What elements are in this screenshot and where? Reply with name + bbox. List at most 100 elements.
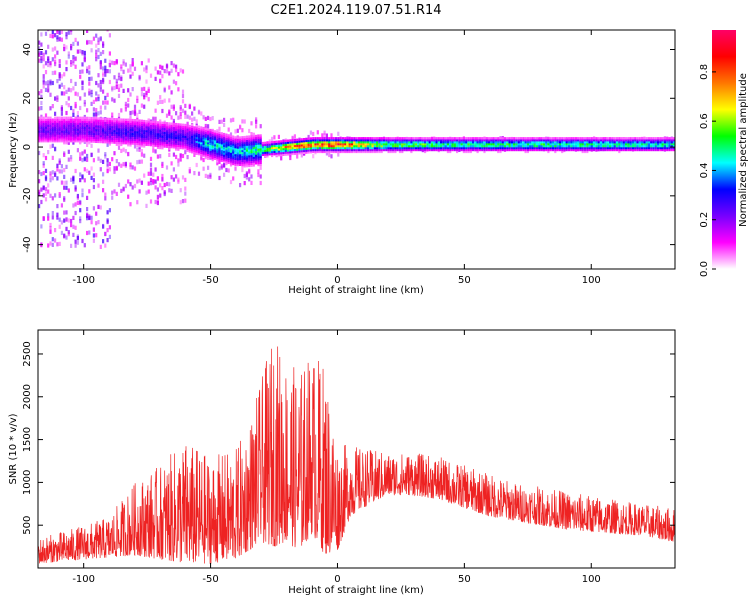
spectrogram-cell <box>620 148 623 152</box>
spectrogram-cell <box>99 138 102 142</box>
spectrogram-cell <box>145 129 148 133</box>
spectrogram-cell <box>506 137 509 140</box>
spectrogram-cell <box>154 179 157 184</box>
spectrogram-cell <box>545 139 548 142</box>
spectrogram-cell <box>54 11 56 15</box>
spectrogram-cell <box>204 173 207 178</box>
spectrogram-cell <box>330 141 333 144</box>
spectrogram-cell <box>259 163 262 166</box>
spectrogram-cell <box>606 142 609 146</box>
spectrogram-cell <box>542 141 545 144</box>
spectrogram-cell <box>357 141 360 144</box>
spectrogram-cell <box>170 128 173 131</box>
colorbar: 0.00.20.40.60.8 Normalized spectral ampl… <box>699 30 749 277</box>
spectrogram-cell <box>380 148 383 152</box>
spectrogram-cell <box>102 159 105 164</box>
spectrogram-cell <box>67 103 70 108</box>
spectrogram-cell <box>483 146 486 150</box>
spectrogram-cell <box>663 137 666 140</box>
spectrogram-cell <box>631 146 635 150</box>
spectrogram-cell <box>172 130 175 133</box>
spectrogram-cell <box>102 71 105 76</box>
spectrogram-cell <box>497 141 500 144</box>
spectrogram-cell <box>74 136 77 139</box>
spectrogram-cell <box>60 120 63 123</box>
spectrogram-cell <box>79 138 82 141</box>
spectrogram-cell <box>595 144 598 148</box>
spectrogram-cell <box>229 132 233 137</box>
spectrogram-cell <box>465 142 468 146</box>
spectrogram-cell <box>462 142 465 146</box>
spectrogram-cell <box>476 137 479 140</box>
spectrogram-cell <box>216 158 219 161</box>
spectrogram-cell <box>314 141 317 144</box>
spectrogram-cell <box>191 141 194 144</box>
spectrogram-cell <box>202 146 205 149</box>
spectrogram-cell <box>106 92 109 97</box>
spectrogram-cell <box>54 54 57 59</box>
spectrogram-cell <box>122 138 125 141</box>
spectrogram-cell <box>175 126 178 130</box>
spectrogram-cell <box>241 161 244 164</box>
spectrogram-cell <box>519 142 523 146</box>
spectrogram-cell <box>556 142 559 146</box>
spectrogram-cell <box>490 139 493 142</box>
spectrogram-cell <box>243 165 246 168</box>
spectrogram-cell <box>172 144 175 147</box>
spectrogram-cell <box>47 44 50 49</box>
spectrogram-cell <box>606 144 609 148</box>
spectrogram-cell <box>131 71 134 76</box>
spectrogram-cell <box>88 126 91 129</box>
spectrogram-cell <box>56 118 59 121</box>
spectrogram-cell <box>47 83 50 89</box>
spectrogram-cell <box>127 140 130 143</box>
spectrogram-cell <box>72 124 75 127</box>
spectrogram-cell <box>175 138 178 141</box>
spectrogram-cell <box>549 148 552 152</box>
spectrogram-cell <box>56 242 59 247</box>
spectrogram-cell <box>325 146 328 150</box>
spectrogram-cell <box>70 155 73 160</box>
spectrogram-cell <box>300 144 303 147</box>
spectrogram-cell <box>645 146 648 150</box>
spectrogram-cell <box>618 146 621 150</box>
spectrogram-cell <box>99 37 102 42</box>
spectrogram-cell <box>191 149 194 152</box>
spectrogram-cell <box>385 141 388 144</box>
spectrogram-cell <box>287 151 290 154</box>
spectrogram-cell <box>403 139 406 142</box>
spectrogram-cell <box>563 137 566 140</box>
spectrogram-cell <box>476 139 479 142</box>
spectrogram-cell <box>159 154 162 159</box>
spectrogram-cell <box>95 108 98 113</box>
spectrogram-cell <box>321 150 324 154</box>
spectrogram-cell <box>255 150 258 153</box>
spectrogram-cell <box>229 152 233 155</box>
spectrogram-cell <box>586 148 589 152</box>
spectrogram-cell <box>232 139 235 142</box>
spectrogram-cell <box>149 120 153 123</box>
spectrogram-cell <box>325 148 328 152</box>
spectrogram-cell <box>156 129 159 132</box>
spectrogram-cell <box>531 148 534 152</box>
spectrogram-cell <box>168 85 171 90</box>
spectrogram-cell <box>535 137 539 140</box>
spectrogram-cell <box>440 148 443 152</box>
spectrogram-cell <box>154 136 157 139</box>
spectrogram-cell <box>661 148 664 152</box>
spectrogram-cell <box>350 142 354 146</box>
spectrogram-cell <box>40 21 42 25</box>
spectrogram-cell <box>154 130 157 134</box>
spectrogram-cell <box>51 130 54 133</box>
spectrogram-cell <box>108 208 111 213</box>
spectrogram-cell <box>515 144 518 148</box>
spectrogram-cell <box>211 156 214 160</box>
spectrogram-cell <box>124 101 127 106</box>
spectrogram-cell <box>159 99 162 104</box>
spectrogram-cell <box>371 141 374 144</box>
spectrogram-cell <box>641 141 644 144</box>
spectrogram-cell <box>54 138 57 141</box>
spectrogram-cell <box>99 167 102 172</box>
spectrogram-cell <box>111 125 114 129</box>
spectrogram-cell <box>668 141 671 144</box>
